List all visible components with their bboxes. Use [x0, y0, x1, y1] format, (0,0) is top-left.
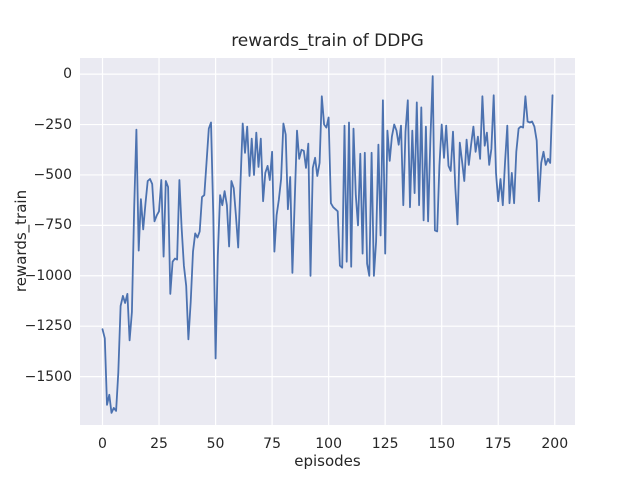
plot-svg: [80, 58, 575, 425]
x-tick-label: 200: [541, 436, 569, 452]
x-tick-label: 50: [206, 436, 225, 452]
plot-area: [80, 58, 575, 425]
x-tick-label: 100: [315, 436, 342, 452]
y-tick-label: −1250: [24, 318, 72, 335]
x-tick-label: 150: [428, 436, 456, 452]
x-tick-label: 0: [98, 436, 107, 452]
x-tick-label: 125: [371, 436, 399, 452]
y-tick-label: −250: [33, 116, 72, 133]
y-axis-label: rewards_train: [12, 189, 30, 293]
y-tick-label: −1000: [24, 267, 72, 284]
chart-title: rewards_train of DDPG: [231, 31, 424, 51]
x-tick-label: 175: [484, 436, 512, 452]
y-tick-label: −500: [33, 166, 72, 183]
x-tick-label: 25: [150, 436, 168, 452]
x-axis-label: episodes: [294, 452, 361, 470]
series-line-rewards_train: [101, 75, 554, 414]
x-tick-label: 75: [263, 436, 282, 452]
y-tick-label: 0: [63, 66, 72, 83]
y-tick-label: −750: [33, 217, 72, 234]
y-tick-label: −1500: [24, 368, 72, 385]
